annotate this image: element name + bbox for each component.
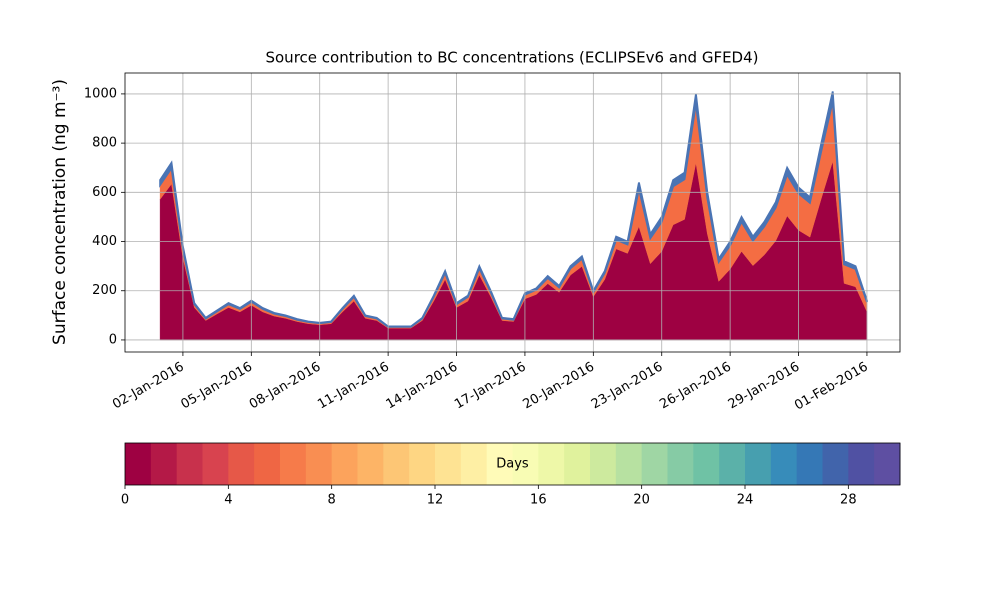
colorbar-swatch: [564, 443, 591, 485]
colorbar-swatch: [254, 443, 281, 485]
colorbar-swatch: [150, 443, 178, 485]
colorbar-tick-label: 0: [121, 493, 129, 508]
colorbar-swatch: [280, 443, 307, 485]
y-tick-label: 400: [92, 234, 117, 249]
colorbar-swatch: [435, 443, 462, 485]
colorbar-tick-label: 12: [427, 493, 444, 508]
plot-area: [159, 91, 868, 341]
colorbar-swatch: [228, 443, 255, 485]
colorbar-frame: [124, 442, 901, 486]
y-tick-label: 200: [92, 283, 117, 298]
colorbar-swatch: [796, 443, 823, 485]
x-tick-label: 14-Jan-2016: [384, 360, 461, 413]
colorbar-tick-label: 16: [530, 493, 547, 508]
colorbar-label: Days: [496, 457, 529, 472]
colorbar-swatch: [357, 443, 384, 485]
colorbar-swatch: [538, 443, 565, 485]
x-tick-label: 02-Jan-2016: [110, 360, 187, 413]
colorbar-swatch: [848, 443, 875, 485]
colorbar-swatch: [125, 443, 152, 485]
colorbar-swatch: [383, 443, 410, 485]
colorbar-swatch: [667, 443, 694, 485]
y-tick-label: 600: [92, 185, 117, 200]
colorbar-swatch: [693, 443, 720, 485]
colorbar-swatch: [822, 443, 849, 485]
y-tick-label: 800: [92, 136, 117, 151]
y-tick-label: 1000: [84, 86, 117, 101]
x-tick-label: 11-Jan-2016: [315, 360, 392, 413]
x-tick-label: 20-Jan-2016: [520, 360, 597, 413]
colorbar-swatch: [590, 443, 617, 485]
colorbar-swatch: [770, 443, 798, 485]
colorbar-swatch: [512, 443, 539, 485]
colorbar-swatch: [305, 443, 333, 485]
colorbar-tick-label: 4: [224, 493, 232, 508]
colorbar-swatch: [615, 443, 643, 485]
colorbar-swatch: [176, 443, 203, 485]
colorbar-swatch: [641, 443, 668, 485]
axes-frame: [124, 72, 901, 353]
colorbar-swatch: [409, 443, 436, 485]
x-tick-label: 26-Jan-2016: [657, 360, 734, 413]
x-tick-label: 05-Jan-2016: [178, 360, 255, 413]
y-axis-label: Surface concentration (ng m⁻³): [50, 79, 70, 345]
colorbar-swatch: [745, 443, 772, 485]
colorbar-swatch: [874, 443, 901, 485]
chart-title: Source contribution to BC concentrations…: [265, 49, 758, 67]
colorbar-tick-label: 24: [737, 493, 754, 508]
x-tick-label: 08-Jan-2016: [247, 360, 324, 413]
colorbar-swatch: [460, 443, 488, 485]
colorbar-swatch: [202, 443, 229, 485]
colorbar-swatch: [331, 443, 358, 485]
y-tick-label: 0: [109, 332, 117, 347]
colorbar-tick-label: 8: [328, 493, 336, 508]
x-tick-label: 29-Jan-2016: [726, 360, 803, 413]
x-tick-label: 23-Jan-2016: [589, 360, 666, 413]
x-tick-label: 01-Feb-2016: [792, 360, 871, 414]
colorbar-swatch: [486, 443, 513, 485]
colorbar-tick-label: 20: [633, 493, 650, 508]
colorbar-swatch: [719, 443, 746, 485]
x-tick-label: 17-Jan-2016: [452, 360, 529, 413]
colorbar-tick-label: 28: [840, 493, 857, 508]
